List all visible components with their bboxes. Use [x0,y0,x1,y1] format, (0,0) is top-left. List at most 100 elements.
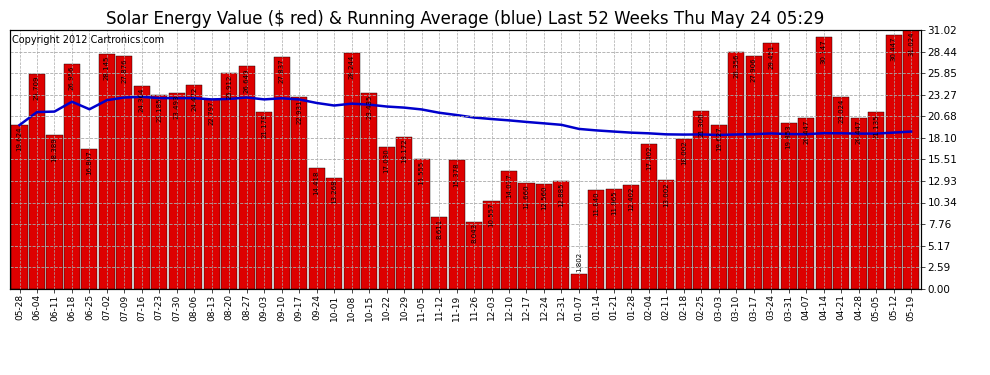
Bar [273,57,290,289]
Bar [798,118,814,289]
Text: 23.024: 23.024 [839,98,844,123]
Text: 21.178: 21.178 [261,114,267,138]
Text: 18.002: 18.002 [681,140,687,165]
Text: 12.660: 12.660 [524,185,530,210]
Bar [816,37,832,289]
Bar [117,56,133,289]
Text: 18.389: 18.389 [51,137,57,162]
Bar [134,86,149,289]
Text: 23.435: 23.435 [366,95,372,119]
Bar [29,74,45,289]
Bar [850,118,866,289]
Bar [763,43,779,289]
Bar [641,144,657,289]
Text: 12.402: 12.402 [629,187,635,211]
Bar [501,171,517,289]
Text: 10.557: 10.557 [488,202,495,227]
Text: 8.611: 8.611 [436,219,443,239]
Text: 24.472: 24.472 [191,86,197,111]
Bar [169,93,185,289]
Bar [414,159,430,289]
Text: 27.906: 27.906 [750,58,756,82]
Text: 8.043: 8.043 [471,224,477,243]
Bar [448,160,464,289]
Text: 21.135: 21.135 [873,114,879,139]
Bar [64,64,80,289]
Bar [291,98,307,289]
Bar [588,190,605,289]
Text: 22.797: 22.797 [209,100,215,125]
Bar [834,97,849,289]
Text: 23.493: 23.493 [174,94,180,119]
Bar [81,148,97,289]
Text: 28.244: 28.244 [348,55,354,79]
Bar [431,217,447,289]
Bar [204,99,220,289]
Bar [553,181,569,289]
Bar [186,85,202,289]
Text: 13.268: 13.268 [332,180,338,204]
Bar [868,112,884,289]
Bar [396,137,412,289]
Bar [344,53,359,289]
Text: 11.965: 11.965 [611,190,617,215]
Bar [536,184,552,289]
Bar [99,54,115,289]
Text: 15.378: 15.378 [453,162,459,187]
Bar [256,112,272,289]
Text: 30.447: 30.447 [891,36,897,61]
Text: 21.300: 21.300 [698,113,704,137]
Text: 19.627: 19.627 [716,127,722,152]
Text: 18.172: 18.172 [401,139,407,164]
Text: 20.447: 20.447 [855,120,861,144]
Bar [239,66,254,289]
Text: 27.876: 27.876 [122,58,128,82]
Text: 19.624: 19.624 [17,127,23,151]
Title: Solar Energy Value ($ red) & Running Average (blue) Last 52 Weeks Thu May 24 05:: Solar Energy Value ($ red) & Running Ave… [106,10,825,28]
Text: 27.837: 27.837 [279,58,285,83]
Bar [151,95,167,289]
Bar [676,139,692,289]
Bar [221,73,238,289]
Bar [903,30,919,289]
Bar [693,111,710,289]
Bar [624,185,640,289]
Bar [729,52,744,289]
Text: 19.853: 19.853 [786,125,792,150]
Bar [886,35,902,289]
Text: 15.555: 15.555 [419,160,425,185]
Text: 28.145: 28.145 [104,56,110,80]
Bar [781,123,797,289]
Text: 29.451: 29.451 [768,45,774,69]
Text: 23.185: 23.185 [156,97,162,122]
Bar [326,178,343,289]
Text: 14.418: 14.418 [314,170,320,195]
Text: 24.364: 24.364 [139,87,145,112]
Text: 1.802: 1.802 [576,252,582,272]
Bar [606,189,622,289]
Text: 26.649: 26.649 [244,68,249,93]
Text: 17.402: 17.402 [645,145,651,170]
Bar [658,180,674,289]
Bar [361,93,377,289]
Text: 30.147: 30.147 [821,39,827,64]
Text: 25.912: 25.912 [227,74,233,99]
Text: Copyright 2012 Cartronics.com: Copyright 2012 Cartronics.com [12,35,164,45]
Bar [745,56,761,289]
Bar [12,125,28,289]
Bar [466,222,482,289]
Text: 11.840: 11.840 [593,192,599,216]
Text: 25.709: 25.709 [34,76,40,100]
Bar [378,147,395,289]
Text: 14.077: 14.077 [506,173,512,198]
Bar [309,168,325,289]
Text: 20.447: 20.447 [803,120,809,144]
Text: 17.030: 17.030 [384,148,390,173]
Text: 12.885: 12.885 [558,183,564,207]
Text: 31.024: 31.024 [908,32,914,56]
Bar [519,183,535,289]
Text: 26.956: 26.956 [69,66,75,90]
Text: 22.931: 22.931 [296,99,302,124]
Text: 13.002: 13.002 [663,182,669,207]
Bar [711,125,727,289]
